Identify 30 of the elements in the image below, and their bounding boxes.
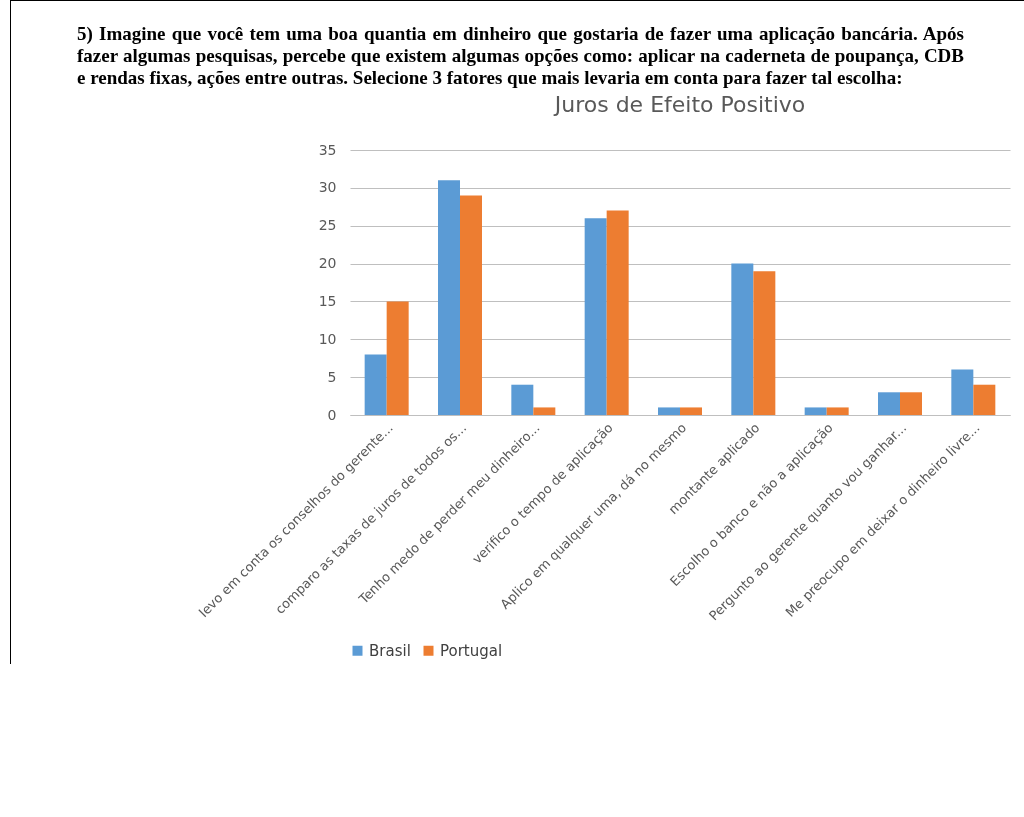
y-tick-label: 35 — [318, 141, 337, 158]
y-tick-label: 25 — [318, 217, 337, 234]
y-tick-label: 5 — [327, 368, 337, 385]
chart-title: Juros de Efeito Positivo — [552, 92, 806, 117]
bar — [900, 392, 922, 415]
bar — [731, 263, 754, 415]
legend-label: Brasil — [369, 641, 411, 660]
bar — [511, 384, 534, 415]
y-tick-label: 20 — [318, 255, 337, 272]
bar — [460, 195, 482, 415]
bar — [386, 301, 409, 415]
bar — [438, 180, 460, 415]
bar — [826, 407, 849, 415]
bar — [753, 271, 776, 415]
y-tick-label: 15 — [318, 292, 337, 309]
bar — [878, 392, 900, 415]
bar — [658, 407, 680, 415]
bar — [606, 210, 629, 415]
text: 5) Imagine que você tem uma boa quantia em dinheiro que gostaria de fazer uma aplicação bancária. Após fazer algumas pesquisas, percebe que existem algumas opções como: aplicar na caderneta de poupança, CDB e rendas fixas, ações entre outras. Selecione 3 fatores que mais levaria em conta para fazer tal escolha: — [77, 23, 964, 89]
bar — [584, 218, 607, 415]
bar — [680, 407, 702, 415]
y-tick-label: 30 — [318, 179, 337, 196]
bar — [364, 354, 387, 415]
y-tick-label: 10 — [318, 330, 337, 347]
bar — [533, 407, 556, 415]
bar — [973, 384, 996, 415]
bar — [951, 369, 974, 415]
y-tick-label: 0 — [327, 406, 337, 423]
bar — [804, 407, 827, 415]
legend-label: Portugal — [440, 641, 503, 660]
